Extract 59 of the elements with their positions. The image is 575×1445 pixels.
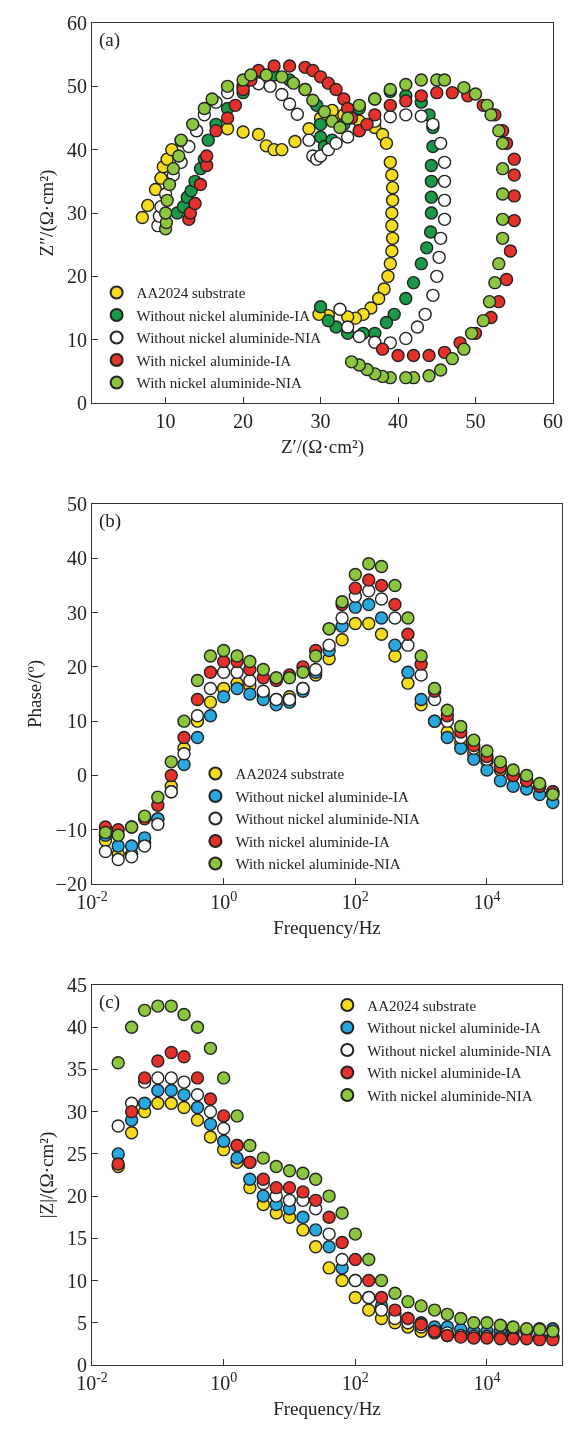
y-tick-label: 40	[66, 1016, 87, 1039]
y-tick-label: 20	[66, 655, 87, 678]
y-tick-label: −10	[55, 818, 87, 841]
y-tick-label: 40	[66, 547, 87, 570]
y-tick-label: 10	[66, 710, 87, 733]
legend-label: With nickel aluminide-NIA	[136, 375, 302, 392]
x-tick-label: 10	[155, 410, 176, 433]
x-tick-label: 50	[465, 410, 486, 433]
legend-label: With nickel aluminide-NIA	[235, 856, 401, 873]
y-tick-label: 40	[66, 138, 87, 161]
y-tick-label: 30	[66, 1100, 87, 1123]
y-tick-label: 20	[66, 265, 87, 288]
y-tick-label: 0	[76, 764, 87, 787]
y-tick-label: 45	[66, 974, 87, 996]
y-tick-label: 5	[76, 1311, 87, 1334]
y-tick-label: 10	[66, 328, 87, 351]
y-tick-label: 15	[66, 1227, 87, 1250]
legend-label: Without nickel aluminide-IA	[136, 307, 311, 324]
annotation: (c)	[99, 991, 121, 1013]
legend-label: Without nickel aluminide-NIA	[136, 330, 322, 347]
x-tick-label: 40	[388, 410, 409, 433]
x-tick-label: 30	[310, 410, 331, 433]
y-axis-title: Phase/(º)	[24, 659, 47, 729]
legend-label: Without nickel aluminide-IA	[235, 788, 410, 805]
x-tick-label: 60	[543, 410, 563, 433]
x-tick-label: 10$^{0}$	[210, 1369, 238, 1395]
y-tick-label: 35	[66, 1058, 87, 1081]
annotation: (b)	[99, 510, 122, 532]
legend-label: With nickel aluminide-IA	[367, 1065, 522, 1082]
x-tick-label: 10$^{0}$	[210, 888, 238, 914]
legend-label: With nickel aluminide-IA	[136, 352, 292, 369]
y-tick-label: 50	[66, 75, 87, 98]
legend-label: AA2024 substrate	[235, 766, 345, 783]
x-tick-label: 10$^{2}$	[341, 1369, 369, 1395]
legend-label: AA2024 substrate	[367, 997, 477, 1014]
y-tick-label: 50	[66, 493, 87, 515]
legend-label: Without nickel aluminide-NIA	[367, 1042, 552, 1059]
y-tick-label: 30	[66, 601, 87, 624]
y-tick-label: 60	[66, 12, 87, 34]
x-axis-title: Frequency/Hz	[273, 916, 381, 938]
x-tick-label: 10$^{2}$	[341, 888, 369, 914]
y-tick-label: 0	[76, 392, 87, 414]
y-axis-title: |Z|/(Ω·cm²)	[35, 1131, 58, 1219]
x-tick-label: 10$^{4}$	[473, 888, 501, 914]
legend-label: Without nickel aluminide-IA	[367, 1020, 541, 1037]
legend-label: With nickel aluminide-IA	[235, 833, 390, 850]
y-axis-title: Z″/(Ω·cm²)	[35, 169, 58, 257]
y-tick-label: 30	[66, 202, 87, 224]
annotation: (a)	[99, 29, 121, 51]
legend-label: AA2024 substrate	[136, 285, 246, 302]
y-tick-label: 20	[66, 1185, 87, 1208]
legend-label: With nickel aluminide-NIA	[367, 1087, 533, 1104]
x-axis-title: Z′/(Ω·cm²)	[280, 435, 365, 458]
y-tick-label: 10	[66, 1269, 87, 1292]
x-axis-title: Frequency/Hz	[273, 1397, 381, 1419]
y-tick-label: 25	[66, 1142, 87, 1165]
x-tick-label: 10$^{4}$	[473, 1369, 501, 1395]
x-tick-label: 20	[233, 410, 254, 433]
legend-label: Without nickel aluminide-NIA	[235, 811, 420, 828]
